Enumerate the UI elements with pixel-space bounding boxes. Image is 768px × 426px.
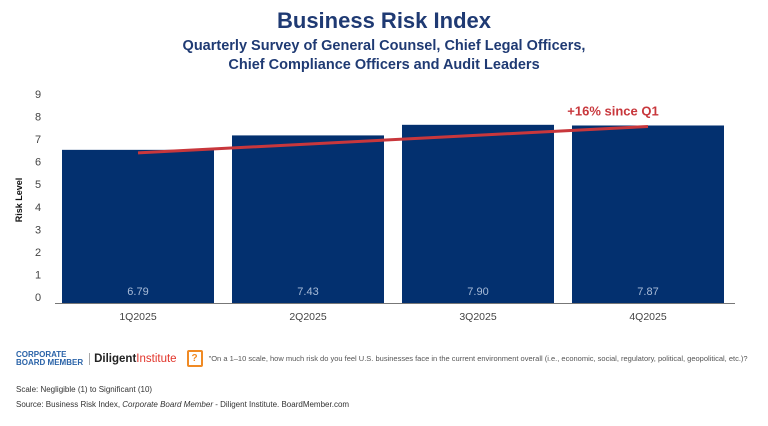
footer-logos: CORPORATE BOARD MEMBER DiligentInstitute … bbox=[16, 350, 748, 367]
scale-note: Scale: Negligible (1) to Significant (10… bbox=[16, 385, 153, 394]
data-label: 7.87 bbox=[637, 286, 658, 298]
chart-title: Business Risk Index bbox=[277, 8, 491, 33]
data-label: 7.43 bbox=[297, 286, 318, 298]
y-tick-label: 4 bbox=[35, 202, 41, 214]
bar bbox=[232, 135, 384, 303]
bar bbox=[62, 149, 214, 303]
subtitle-line-2: Chief Compliance Officers and Audit Lead… bbox=[228, 57, 540, 73]
x-tick-label: 3Q2025 bbox=[459, 311, 497, 323]
data-label: 7.90 bbox=[467, 286, 488, 298]
diligent-institute-logo: DiligentInstitute bbox=[89, 352, 177, 365]
survey-question: "On a 1–10 scale, how much risk do you f… bbox=[208, 354, 748, 363]
trend-annotation: +16% since Q1 bbox=[567, 103, 658, 118]
x-tick-label: 2Q2025 bbox=[289, 311, 327, 323]
y-tick-label: 8 bbox=[35, 112, 41, 124]
trend-line bbox=[137, 124, 649, 155]
x-tick-label: 1Q2025 bbox=[119, 311, 157, 323]
y-tick-label: 5 bbox=[35, 179, 41, 191]
data-label: 6.79 bbox=[127, 286, 148, 298]
bar bbox=[402, 124, 554, 303]
y-tick-label: 1 bbox=[35, 269, 41, 281]
y-axis-label: Risk Level bbox=[14, 178, 24, 223]
y-tick-label: 0 bbox=[35, 292, 41, 304]
source-note: Source: Business Risk Index, Corporate B… bbox=[16, 400, 350, 409]
question-speech-icon: ? bbox=[186, 350, 203, 367]
corporate-board-member-logo: CORPORATE BOARD MEMBER bbox=[16, 349, 84, 367]
y-tick-label: 2 bbox=[35, 247, 41, 259]
bar-chart: 0 1 2 3 4 5 6 7 8 9 Risk Level 6.79 1Q2025 7.43 2Q2025… bbox=[14, 89, 735, 323]
subtitle-line-1: Quarterly Survey of General Counsel, Chi… bbox=[182, 38, 586, 54]
y-tick-label: 7 bbox=[35, 134, 41, 146]
chart-subtitle: Quarterly Survey of General Counsel, Chi… bbox=[0, 37, 768, 75]
bar bbox=[572, 125, 724, 303]
y-tick-label: 9 bbox=[35, 89, 41, 101]
y-tick-label: 3 bbox=[35, 224, 41, 236]
x-tick-label: 4Q2025 bbox=[629, 311, 667, 323]
y-tick-label: 6 bbox=[35, 157, 41, 169]
